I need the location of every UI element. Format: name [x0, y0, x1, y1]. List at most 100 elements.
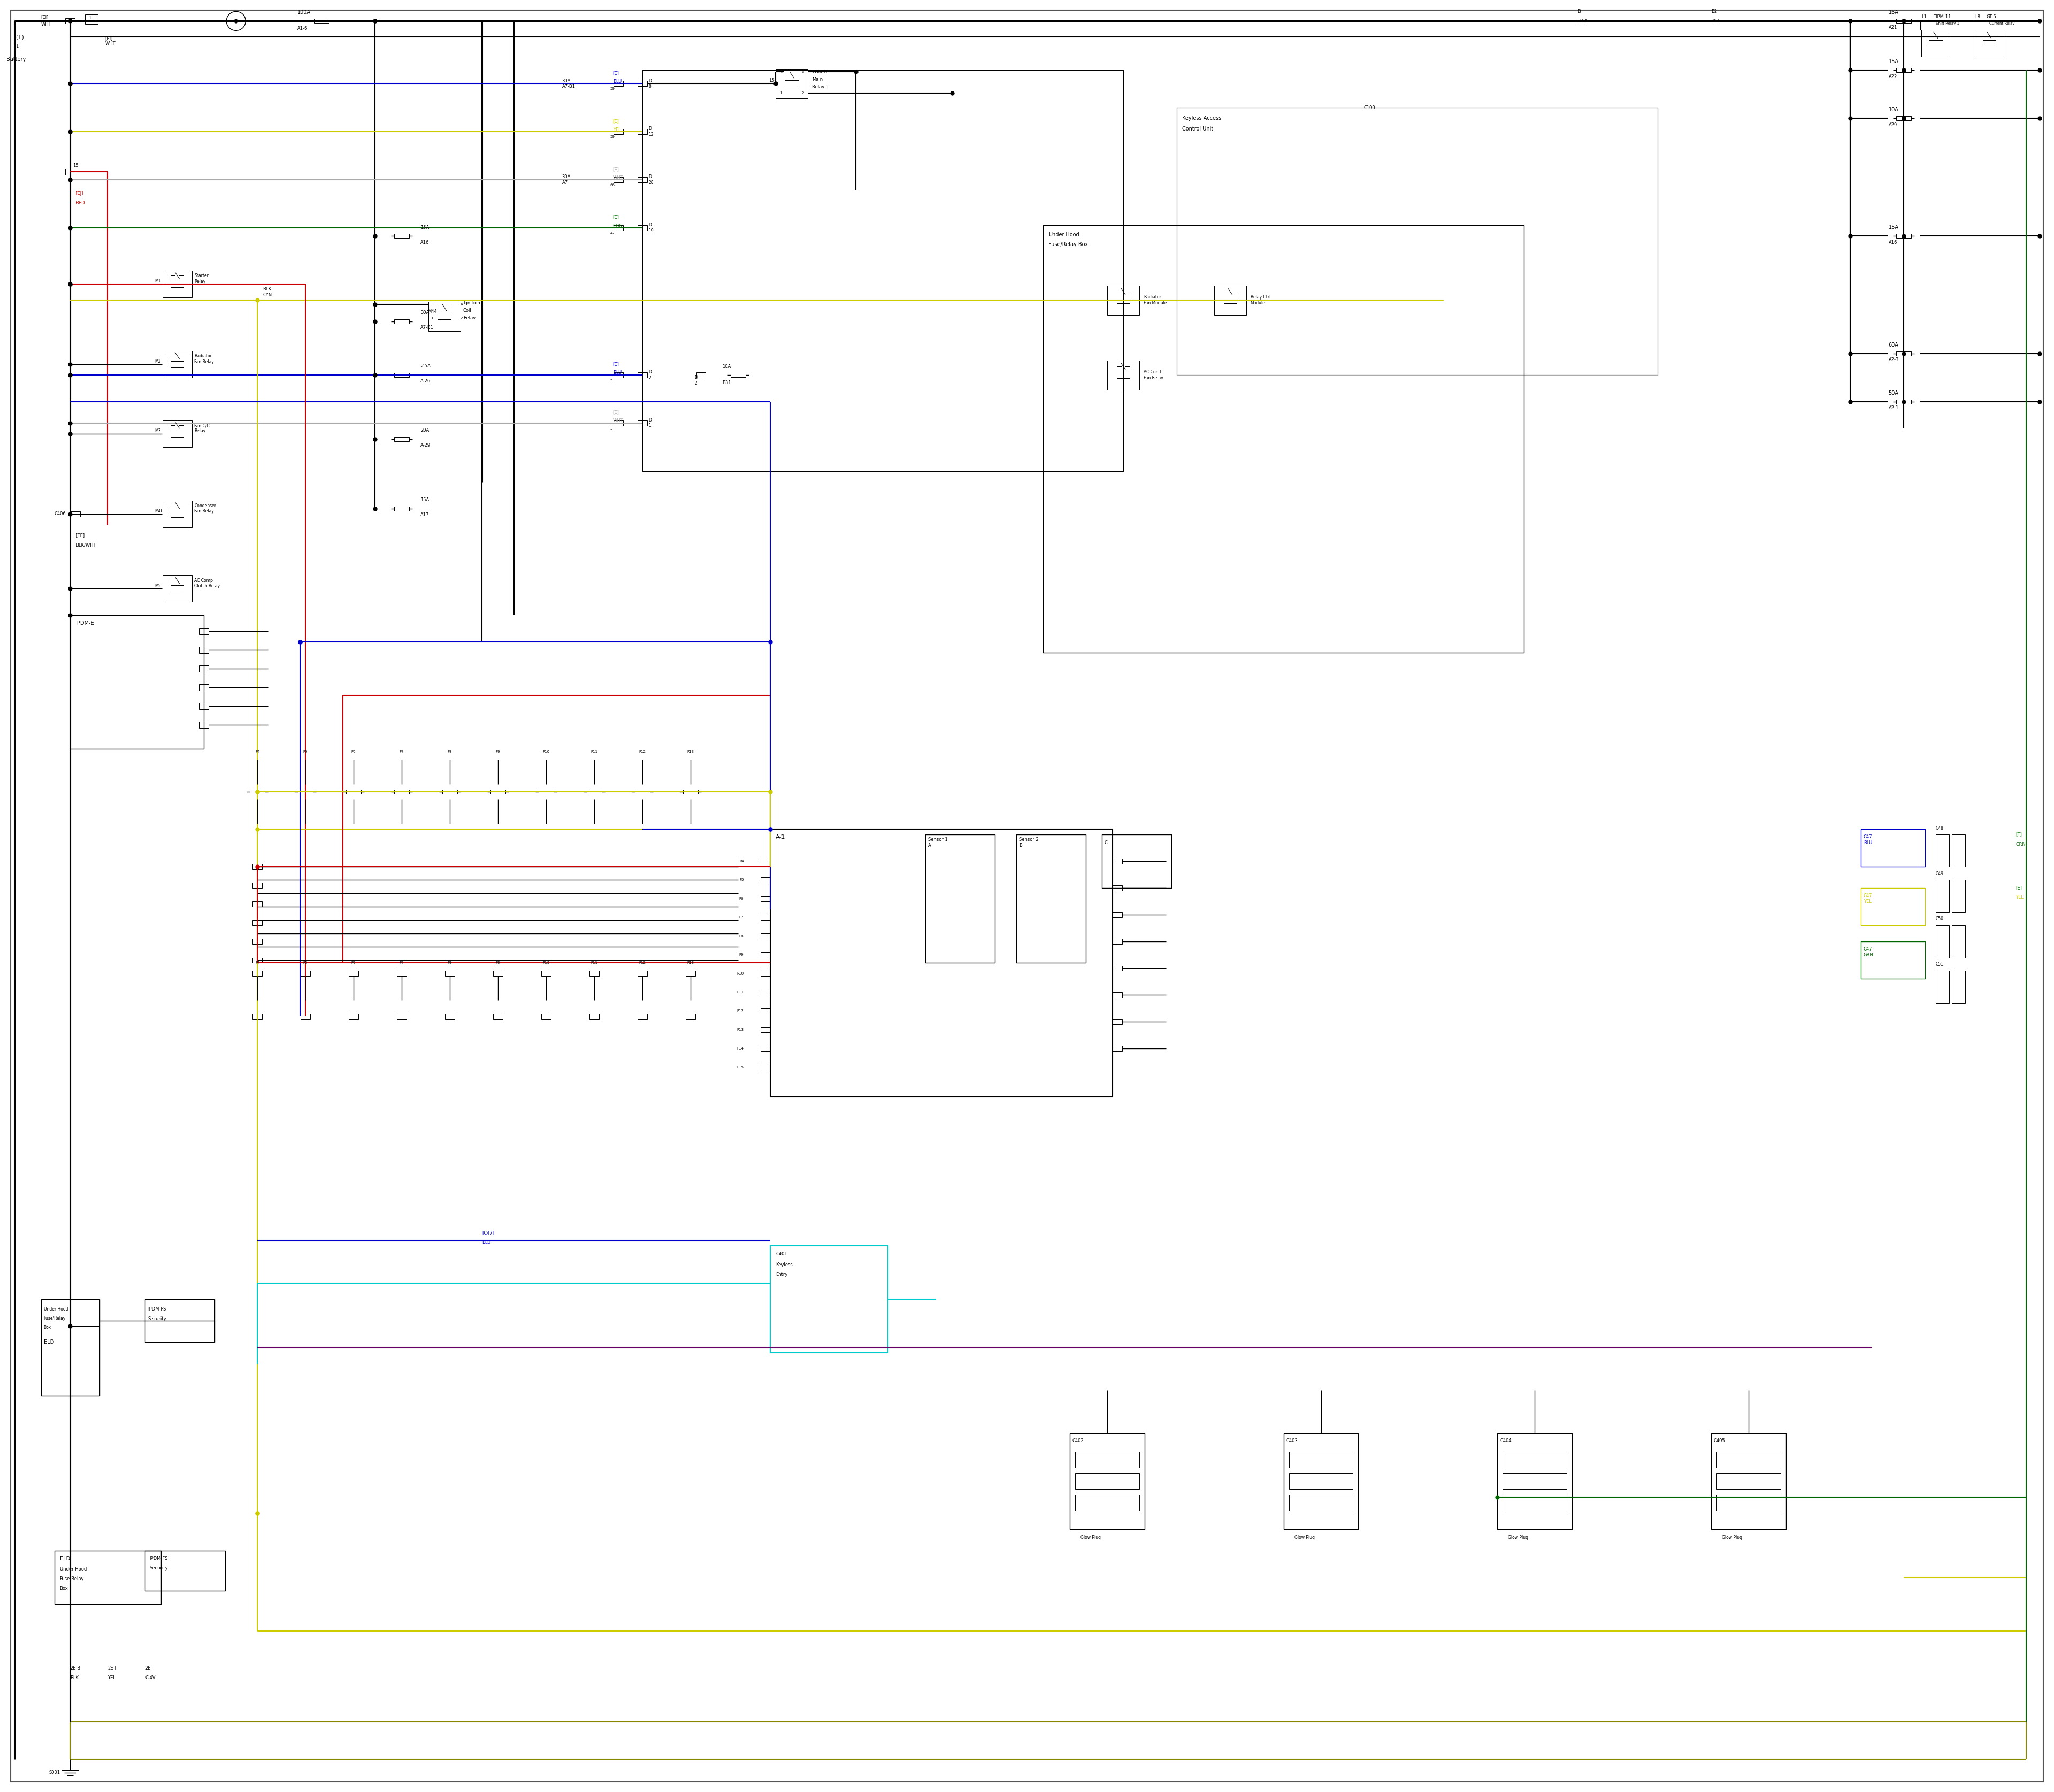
Bar [162, 421, 193, 446]
Bar [394, 790, 409, 794]
Text: D
8: D 8 [649, 79, 651, 90]
Text: A1-6: A1-6 [298, 27, 308, 30]
Text: 15A: 15A [421, 226, 429, 229]
Text: 2E-B: 2E-B [70, 1667, 80, 1670]
Bar [1288, 1452, 1354, 1468]
Bar [394, 233, 409, 238]
Text: P8: P8 [739, 934, 744, 937]
Text: P10: P10 [737, 971, 744, 975]
Text: C406: C406 [53, 511, 66, 516]
Bar [614, 129, 622, 134]
Bar [760, 952, 770, 957]
Text: Sensor 1
A: Sensor 1 A [928, 837, 947, 848]
Bar [760, 971, 770, 977]
Text: P5: P5 [739, 878, 744, 882]
Text: L5: L5 [770, 79, 774, 82]
Text: 2: 2 [801, 91, 803, 95]
Bar [253, 901, 263, 907]
Text: GT-5: GT-5 [1986, 14, 1996, 20]
Text: Relay 1: Relay 1 [811, 84, 830, 90]
Text: 2: 2 [460, 317, 462, 319]
Bar [1043, 226, 1524, 652]
Text: 3: 3 [431, 303, 433, 306]
Text: D
28: D 28 [649, 174, 653, 185]
Bar [300, 971, 310, 977]
Text: Security: Security [150, 1566, 168, 1572]
Text: P6: P6 [351, 961, 355, 964]
Text: 50A: 50A [1888, 391, 1898, 396]
Text: B31: B31 [723, 380, 731, 385]
Text: P10: P10 [542, 961, 550, 964]
Text: C403: C403 [1286, 1439, 1298, 1443]
Bar [1288, 1473, 1354, 1489]
Bar [1113, 966, 1121, 971]
Bar [1935, 835, 1949, 867]
Text: Fuse/Relay: Fuse/Relay [60, 1577, 84, 1582]
Bar [1113, 1020, 1121, 1025]
Bar [760, 858, 770, 864]
Bar [314, 20, 329, 23]
Bar [162, 575, 193, 602]
Text: L1: L1 [1923, 14, 1927, 20]
Text: A7-B1: A7-B1 [421, 326, 433, 330]
Text: C402: C402 [1072, 1439, 1085, 1443]
Bar [446, 1014, 454, 1020]
Bar [253, 1014, 263, 1020]
Bar [1896, 20, 1910, 23]
Bar [1113, 993, 1121, 998]
Text: D
2: D 2 [649, 369, 651, 380]
Bar [1974, 30, 2005, 57]
Bar [41, 1299, 101, 1396]
Bar [442, 790, 458, 794]
Text: P12: P12 [639, 961, 645, 964]
Text: BLU: BLU [612, 371, 622, 375]
Text: 42: 42 [610, 231, 614, 235]
Bar [1896, 400, 1910, 403]
Text: [E]: [E] [612, 167, 618, 172]
Text: ELD: ELD [43, 1340, 53, 1346]
Text: P7: P7 [398, 961, 405, 964]
Bar [1113, 858, 1121, 864]
Text: Keyless: Keyless [776, 1262, 793, 1267]
Bar [776, 70, 807, 99]
Text: P13: P13 [686, 751, 694, 753]
Text: GRN: GRN [2015, 842, 2025, 846]
Text: [E]: [E] [612, 215, 618, 220]
Bar [614, 373, 622, 378]
Bar [760, 1027, 770, 1032]
Text: D
19: D 19 [649, 222, 653, 233]
Text: P10: P10 [542, 751, 550, 753]
Bar [162, 271, 193, 297]
Text: BLU: BLU [483, 1240, 491, 1245]
Bar [637, 373, 647, 378]
Bar [1717, 1473, 1781, 1489]
Text: [EJ]: [EJ] [76, 190, 84, 195]
Text: A-1: A-1 [776, 835, 785, 840]
Text: A22: A22 [1888, 73, 1898, 79]
Bar [760, 989, 770, 995]
Bar [637, 177, 647, 183]
Text: Glow Plug: Glow Plug [1294, 1536, 1315, 1539]
Text: TIPM-11: TIPM-11 [1933, 14, 1951, 20]
Text: Under Hood: Under Hood [60, 1566, 86, 1572]
Text: [EE]: [EE] [76, 532, 84, 538]
Text: Control Unit: Control Unit [1181, 127, 1214, 131]
Bar [162, 500, 193, 527]
Text: Main: Main [811, 77, 824, 82]
Text: P7: P7 [398, 751, 405, 753]
Bar [349, 1014, 357, 1020]
Bar [637, 421, 647, 426]
Text: Ignition: Ignition [462, 301, 481, 306]
Text: A-26: A-26 [421, 378, 431, 383]
Text: 4: 4 [781, 70, 783, 73]
Text: M44: M44 [427, 310, 438, 314]
Bar [1896, 116, 1910, 120]
Bar [538, 790, 553, 794]
Text: Fuse/Relay Box: Fuse/Relay Box [1048, 242, 1089, 247]
Text: P13: P13 [686, 961, 694, 964]
Text: 30A: 30A [1711, 18, 1719, 23]
Text: PGM-FI: PGM-FI [811, 70, 828, 73]
Text: Fan C/C
Relay: Fan C/C Relay [195, 423, 210, 434]
Text: L8: L8 [1976, 14, 1980, 20]
Bar [760, 1009, 770, 1014]
